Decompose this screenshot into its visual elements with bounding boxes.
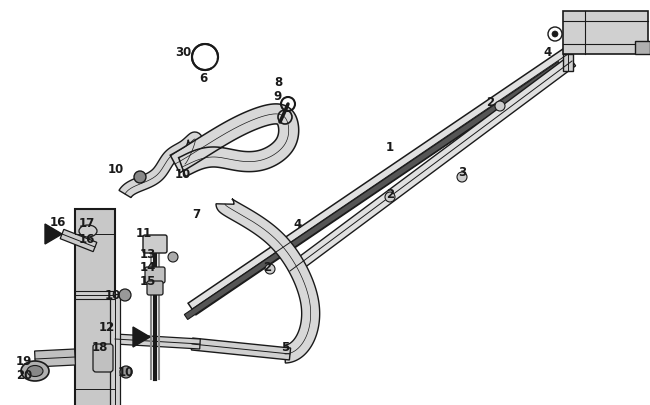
Circle shape — [552, 32, 558, 38]
Text: 15: 15 — [140, 275, 156, 288]
Polygon shape — [185, 62, 562, 320]
Text: 10: 10 — [105, 289, 121, 302]
Circle shape — [548, 28, 562, 42]
Polygon shape — [635, 42, 650, 55]
Text: 18: 18 — [92, 341, 108, 354]
Text: 10: 10 — [108, 163, 124, 176]
Text: 2: 2 — [386, 188, 394, 201]
FancyBboxPatch shape — [143, 235, 167, 254]
FancyBboxPatch shape — [145, 267, 165, 284]
Text: 7: 7 — [192, 208, 200, 221]
Text: 5: 5 — [281, 341, 289, 354]
Circle shape — [119, 289, 131, 301]
Polygon shape — [188, 49, 572, 315]
Circle shape — [120, 366, 132, 378]
Text: 6: 6 — [199, 71, 207, 84]
Circle shape — [457, 173, 467, 183]
Polygon shape — [75, 209, 115, 405]
Text: 3: 3 — [458, 166, 466, 179]
Circle shape — [385, 192, 395, 202]
FancyBboxPatch shape — [147, 281, 163, 295]
Text: 13: 13 — [140, 247, 156, 260]
Text: 17: 17 — [79, 217, 95, 230]
Polygon shape — [191, 338, 291, 360]
Polygon shape — [216, 199, 320, 363]
Polygon shape — [114, 334, 200, 349]
Polygon shape — [170, 104, 299, 177]
Text: 10: 10 — [118, 366, 134, 379]
Text: 1: 1 — [386, 141, 394, 154]
Polygon shape — [75, 291, 115, 299]
Circle shape — [168, 252, 178, 262]
Text: 4: 4 — [294, 218, 302, 231]
Circle shape — [134, 172, 146, 183]
Circle shape — [495, 102, 505, 112]
Polygon shape — [287, 57, 576, 276]
Text: 10: 10 — [175, 168, 191, 181]
Text: 16: 16 — [50, 216, 66, 229]
Circle shape — [265, 264, 275, 274]
Text: 4: 4 — [544, 47, 552, 60]
Polygon shape — [133, 327, 150, 347]
Polygon shape — [110, 294, 120, 405]
Polygon shape — [34, 349, 75, 367]
Text: 20: 20 — [16, 369, 32, 382]
Text: 30: 30 — [175, 47, 191, 60]
Polygon shape — [563, 12, 648, 55]
Ellipse shape — [79, 226, 97, 237]
Text: 11: 11 — [136, 227, 152, 240]
Text: 19: 19 — [16, 355, 32, 368]
Text: 16: 16 — [79, 233, 95, 246]
Text: 2: 2 — [486, 96, 494, 109]
FancyBboxPatch shape — [93, 344, 113, 372]
Text: 12: 12 — [99, 321, 115, 334]
Polygon shape — [60, 230, 97, 252]
Text: 2: 2 — [263, 261, 271, 274]
Text: 8: 8 — [274, 76, 282, 89]
Ellipse shape — [27, 366, 43, 377]
Text: 14: 14 — [140, 261, 156, 274]
Polygon shape — [563, 55, 573, 72]
Polygon shape — [45, 224, 62, 244]
Polygon shape — [119, 133, 202, 198]
Ellipse shape — [21, 361, 49, 381]
Text: 9: 9 — [274, 89, 282, 102]
